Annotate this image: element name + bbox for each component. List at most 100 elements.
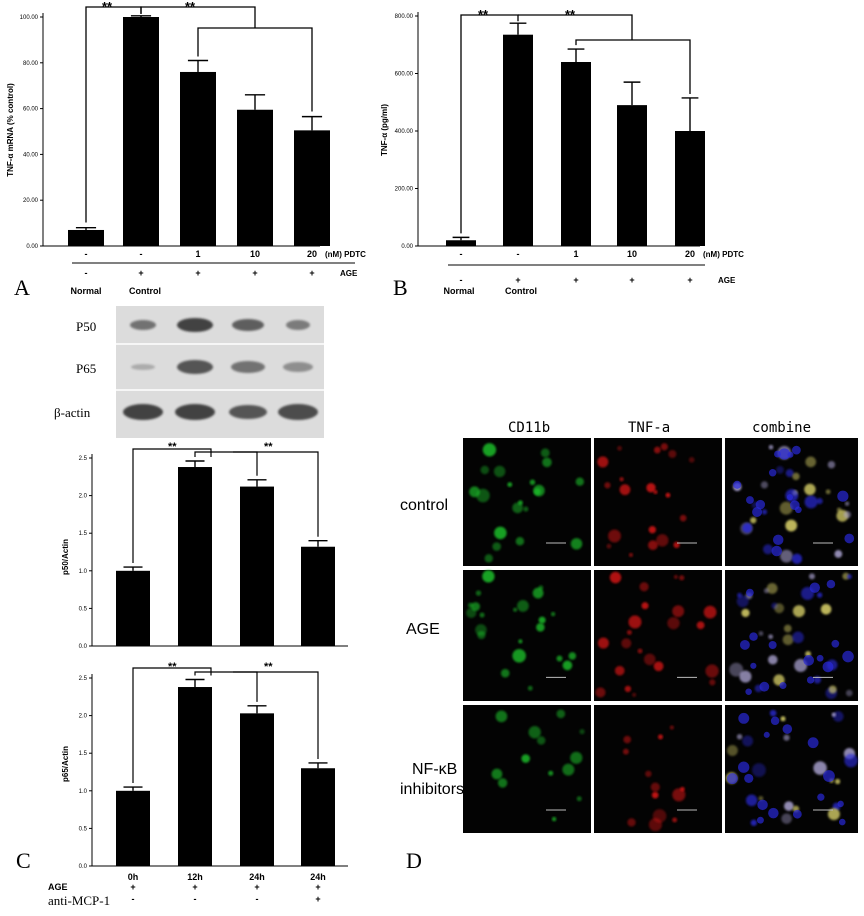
y-tick-label: 2.5	[79, 676, 88, 682]
row1-value: +	[254, 882, 259, 892]
nucleus	[770, 716, 780, 726]
cell	[532, 587, 544, 599]
bar	[178, 467, 212, 646]
blot-band	[232, 319, 264, 331]
cell	[619, 477, 624, 482]
bar	[116, 570, 150, 646]
cell	[774, 603, 785, 614]
chart-c1: p50/Actin 0.0 0.5 1.0 1.5 2.0 2.5 ** **	[61, 441, 348, 650]
cell	[758, 631, 764, 636]
nucleus	[756, 816, 764, 824]
row2-value: -	[460, 275, 463, 285]
sig-marker: **	[185, 0, 196, 14]
y-tick-label: 200.00	[395, 187, 414, 193]
cell	[538, 616, 546, 624]
group-label-control: Control	[129, 286, 161, 296]
bar	[123, 17, 159, 246]
y-tick-label: 0.5	[79, 606, 88, 612]
chart-b-row2-label: AGE	[718, 276, 736, 285]
blot-band	[231, 361, 265, 373]
cell	[767, 654, 778, 665]
sig-marker: **	[565, 7, 576, 22]
blot-band	[123, 404, 163, 420]
row2-value: +	[309, 268, 314, 278]
cell	[805, 456, 817, 468]
sig-bracket	[518, 14, 633, 40]
y-tick-label: 800.00	[395, 14, 414, 20]
row2-value: -	[194, 894, 197, 904]
nucleus	[837, 800, 844, 808]
cell	[703, 605, 717, 619]
panel-label-a: A	[14, 275, 30, 300]
row1-value: +	[130, 882, 135, 892]
cell	[791, 553, 803, 565]
cell	[750, 819, 757, 826]
chart-c2-row1-label: AGE	[48, 882, 68, 892]
bar	[617, 105, 647, 246]
sig-bracket	[197, 27, 313, 112]
cell	[846, 574, 852, 580]
y-tick-label: 0.00	[26, 244, 38, 250]
nucleus	[844, 533, 855, 544]
cell	[491, 768, 503, 780]
cell	[673, 574, 679, 580]
bar	[503, 34, 533, 246]
cell	[507, 482, 513, 488]
y-tick-label: 400.00	[395, 129, 414, 135]
cell	[527, 685, 533, 691]
cell	[609, 571, 622, 584]
cell	[622, 748, 629, 755]
nucleus	[772, 534, 784, 546]
cell	[576, 796, 582, 802]
micro-tile	[594, 438, 722, 566]
y-tick-label: 0.5	[79, 826, 88, 832]
cell	[705, 664, 719, 678]
cell	[781, 813, 792, 824]
panel-label-c: C	[16, 848, 31, 873]
blot-band	[130, 320, 156, 330]
chart-a-row1-label: (nM) PDTC	[325, 250, 366, 259]
y-tick-label: 1.0	[79, 789, 88, 795]
cell	[780, 549, 793, 563]
cell	[637, 648, 643, 654]
nucleus	[782, 724, 793, 734]
cell	[679, 575, 685, 581]
cell	[645, 770, 652, 778]
cell	[660, 443, 668, 451]
row1-value: 10	[250, 249, 260, 259]
cell	[779, 501, 793, 515]
nucleus	[726, 773, 738, 785]
cell	[783, 624, 792, 633]
nucleus	[749, 632, 758, 641]
sig-bracket	[233, 451, 258, 476]
row2-value: -	[85, 268, 88, 278]
chart-a-row2-label: AGE	[340, 269, 358, 278]
cell	[550, 611, 556, 617]
bar	[240, 713, 274, 866]
sig-bracket	[194, 451, 233, 458]
nucleus	[744, 773, 754, 784]
cell	[834, 550, 843, 558]
cell	[628, 615, 642, 629]
sig-bracket	[575, 39, 691, 94]
nucleus	[733, 480, 742, 489]
bar	[301, 768, 335, 866]
cell	[736, 595, 749, 608]
nucleus	[755, 499, 766, 510]
nucleus	[807, 737, 819, 749]
cell	[769, 709, 777, 717]
blot-band	[283, 362, 313, 372]
nucleus	[757, 799, 768, 811]
cell	[785, 469, 794, 478]
chart-b-ylabel: TNF-α (pg/ml)	[380, 104, 389, 156]
row1-value: -	[460, 249, 463, 259]
panel-label-b: B	[393, 275, 408, 300]
cell	[776, 465, 784, 474]
cell	[548, 770, 554, 776]
row1-value: +	[192, 882, 197, 892]
sig-marker: **	[264, 441, 273, 453]
cell	[669, 725, 674, 730]
cell	[665, 492, 671, 498]
nucleus	[826, 579, 836, 589]
cell	[536, 736, 546, 745]
